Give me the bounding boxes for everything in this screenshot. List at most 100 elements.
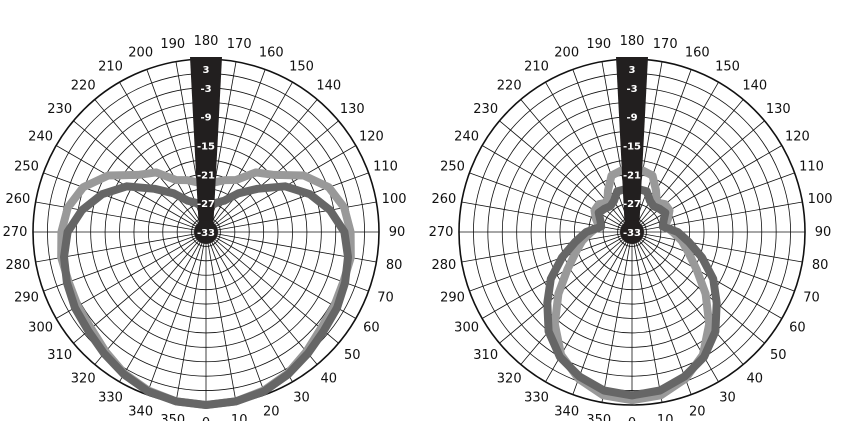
angle-tick-label: 70 [377,290,394,305]
grid-spoke [119,81,207,233]
angle-tick-label: 300 [454,321,479,336]
radial-tick-label: -3 [626,84,637,95]
radial-tick-label: 3 [203,65,210,76]
angle-tick-label: 320 [71,371,96,386]
grid-spoke [631,231,663,403]
radial-scale-band: 3 -3 -9 -15 -21 -27 -33 [190,57,222,244]
angle-tick-label: 30 [719,390,736,405]
angle-tick-label: 140 [316,79,341,94]
angle-tick-label: 350 [160,413,185,421]
angle-tick-label: 100 [382,192,407,207]
radial-tick-label: -15 [197,142,215,153]
scale-wedge [190,57,222,232]
angle-tick-label: 50 [770,348,787,363]
angle-tick-label: 180 [194,34,219,49]
angle-tick-label: 290 [14,290,39,305]
grid-spoke [572,231,633,395]
angle-tick-label: 330 [98,390,123,405]
radial-tick-label: -33 [197,228,215,239]
grid-spoke [205,231,293,383]
grid-spoke [572,69,633,233]
angle-tick-label: 130 [340,102,365,117]
angle-tick-label: 240 [454,130,479,145]
angle-tick-label: 340 [128,405,153,420]
grid-spoke [481,145,633,233]
grid-spoke [631,99,744,233]
grid-spoke [631,231,744,365]
grid-spoke [205,231,318,365]
grid-spoke [205,231,339,344]
angle-tick-label: 230 [47,102,72,117]
grid-spoke [469,172,633,233]
angle-tick-label: 290 [440,290,465,305]
angle-tick-label: 150 [289,60,314,75]
angle-tick-label: 10 [657,413,674,421]
angle-tick-label: 10 [231,413,248,421]
radial-tick-label: -33 [623,228,641,239]
grid-spoke [631,231,803,263]
grid-spoke [94,231,207,365]
angle-tick-label: 20 [263,405,280,420]
angle-tick-label: 250 [14,160,39,175]
angle-tick-label: 250 [440,160,465,175]
radial-tick-label: -9 [626,113,637,124]
grid-spoke [94,99,207,233]
grid-spoke [520,99,633,233]
grid-spoke [631,145,783,233]
grid-spoke [545,81,633,233]
angle-tick-label: 190 [586,37,611,52]
angle-tick-label: 340 [554,405,579,420]
grid-spoke [631,231,692,395]
grid-spoke [119,231,207,383]
grid-spoke [520,231,633,365]
radial-scale-band: 3 -3 -9 -15 -21 -27 -33 [616,57,648,244]
angle-tick-label: 100 [808,192,833,207]
grid-spoke [205,81,293,233]
scale-hub [194,220,218,244]
angle-tick-label: 170 [653,37,678,52]
radial-tick-label: -21 [197,170,215,181]
angle-tick-label: 270 [3,225,28,240]
angle-tick-label: 260 [431,192,456,207]
angle-tick-label: 110 [373,160,398,175]
radial-tick-label: -15 [623,142,641,153]
angle-tick-label: 50 [344,348,361,363]
angle-tick-label: 320 [497,371,522,386]
grid-spoke [205,231,237,403]
angle-tick-label: 150 [715,60,740,75]
angle-tick-label: 200 [128,46,153,61]
angle-tick-label: 260 [5,192,30,207]
grid-spoke [43,172,207,233]
grid-spoke [499,231,633,344]
angle-tick-label: 230 [473,102,498,117]
angle-tick-label: 40 [321,371,338,386]
angle-tick-label: 90 [389,225,406,240]
grid-spoke [205,99,318,233]
radial-tick-label: -9 [200,113,211,124]
angle-tick-label: 90 [815,225,832,240]
grid-spoke [631,81,719,233]
angle-tick-label: 300 [28,321,53,336]
angle-tick-label: 280 [431,258,456,273]
angle-tick-label: 160 [685,46,710,61]
angle-tick-label: 190 [160,37,185,52]
angle-tick-label: 330 [524,390,549,405]
grid-spoke [631,231,795,292]
grid-spoke [631,69,692,233]
angle-tick-label: 200 [554,46,579,61]
grid-spoke [601,231,633,403]
angle-tick-label: 120 [785,130,810,145]
angle-tick-label: 210 [524,60,549,75]
grid-spoke [631,120,765,233]
angle-tick-label: 0 [202,416,210,421]
angle-tick-label: 220 [71,79,96,94]
grid-spoke [205,231,266,395]
grid-spoke [461,231,633,263]
angle-tick-label: 80 [386,258,403,273]
grid-spoke [499,120,633,233]
grid-spoke [146,231,207,395]
grid-spoke [631,172,795,233]
angle-tick-label: 40 [747,371,764,386]
